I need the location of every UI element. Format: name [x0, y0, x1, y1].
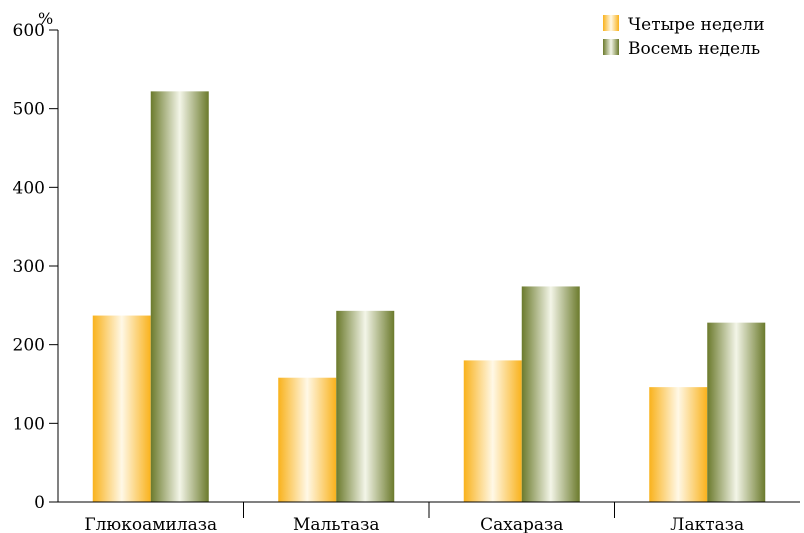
x-category-label: Мальтаза: [293, 515, 380, 533]
bar-four-weeks: [649, 387, 708, 502]
legend-swatch-four-weeks: [603, 15, 619, 31]
y-tick-label: 600: [13, 21, 45, 41]
legend-label-four-weeks: Четыре недели: [628, 15, 765, 35]
legend-swatch-eight-weeks: [603, 39, 619, 55]
y-tick-label: 500: [13, 100, 45, 120]
y-tick-label: 0: [34, 493, 45, 513]
bar-eight-weeks: [707, 322, 766, 502]
x-category-label: Лактаза: [670, 515, 744, 533]
x-category-label: Сахараза: [480, 515, 563, 533]
bar-four-weeks: [278, 377, 337, 502]
y-axis-unit-label: %: [38, 9, 53, 28]
y-tick-label: 400: [13, 178, 45, 198]
x-category-label: Глюкоамилаза: [84, 515, 217, 533]
bar-eight-weeks: [150, 91, 209, 503]
bar-four-weeks: [92, 315, 151, 502]
legend: Четыре недели Восемь недель: [603, 15, 765, 59]
bar-four-weeks: [463, 360, 522, 502]
y-tick-label: 200: [13, 336, 45, 356]
legend-label-eight-weeks: Восемь недель: [628, 39, 760, 59]
y-tick-label: 100: [13, 414, 45, 434]
bar-eight-weeks: [336, 310, 395, 502]
y-tick-label: 300: [13, 257, 45, 277]
bar-eight-weeks: [521, 286, 580, 502]
